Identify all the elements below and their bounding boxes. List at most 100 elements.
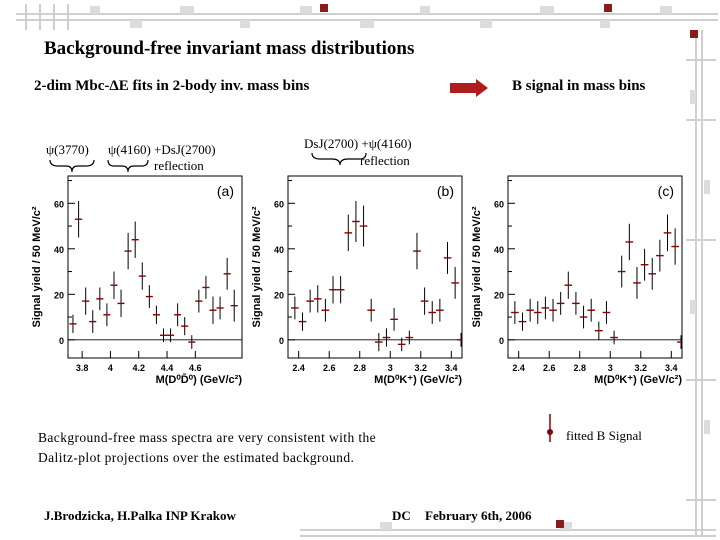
right-arrow-icon	[450, 79, 488, 97]
data-point	[181, 317, 189, 336]
data-point	[298, 312, 307, 331]
footer-dc: DC	[392, 508, 411, 523]
annotation-braces	[49, 152, 367, 173]
x-tick-label: 3.4	[445, 363, 458, 373]
data-point	[420, 287, 429, 315]
data-point	[359, 205, 368, 247]
data-point	[321, 298, 330, 322]
x-tick-label: 2.8	[573, 363, 586, 373]
data-point	[579, 305, 588, 329]
data-point	[336, 276, 345, 304]
data-point	[564, 271, 573, 299]
x-tick-label: 4.2	[132, 363, 145, 373]
data-point	[223, 257, 231, 290]
y-tick-label: 0	[279, 336, 284, 346]
x-tick-label: 4	[108, 363, 113, 373]
panel-label: (b)	[437, 183, 454, 199]
x-tick-label: 2.4	[512, 363, 525, 373]
chart-panel-c: 0 20 40 60 2.4 2.6 2.8 3 3.2 3.4M(D⁰K⁺) (GeV/c²) S…	[471, 175, 683, 386]
y-tick-label: 20	[54, 290, 64, 300]
data-point	[103, 303, 111, 327]
data-point	[131, 221, 139, 258]
data-point	[526, 298, 534, 322]
data-point	[230, 289, 238, 322]
data-point	[640, 248, 649, 281]
data-point	[367, 298, 375, 322]
data-point	[202, 276, 210, 299]
data-point	[390, 307, 398, 331]
data-point	[648, 257, 657, 290]
x-tick-label: 4.4	[161, 363, 174, 373]
data-point	[216, 296, 224, 320]
y-tick-label: 40	[494, 245, 504, 255]
x-axis-label: M(D⁰K⁺) (GeV/c²)	[594, 374, 682, 386]
y-tick-label: 0	[499, 336, 504, 346]
brace-psi4160	[107, 159, 149, 173]
x-tick-label: 2.8	[353, 363, 366, 373]
y-tick-label: 0	[59, 336, 64, 346]
x-tick-label: 3.8	[76, 363, 89, 373]
y-tick-label: 40	[274, 245, 284, 255]
right-accent-block	[690, 30, 698, 38]
data-point	[671, 228, 679, 265]
data-point	[174, 303, 182, 327]
panel-label: (a)	[217, 183, 234, 199]
slide-title: Background-free invariant mass distribut…	[44, 38, 415, 59]
bottom-accent-block	[556, 520, 564, 528]
data-point	[313, 285, 322, 313]
data-point	[549, 298, 557, 322]
y-axis-label: Signal yield / 50 MeV/c²	[471, 206, 483, 327]
data-point	[572, 292, 580, 315]
y-tick-label: 60	[274, 199, 284, 209]
y-axis-label: Signal yield / 50 MeV/c²	[251, 206, 263, 327]
top-blocks	[90, 6, 672, 28]
data-point	[352, 201, 360, 242]
x-tick-label: 3	[388, 363, 393, 373]
x-tick-label: 3.2	[635, 363, 648, 373]
annotation-psi4160-dsj: ψ(4160) +DsJ(2700)	[108, 142, 216, 157]
data-point	[382, 328, 391, 347]
y-tick-label: 60	[494, 199, 504, 209]
x-tick-label: 2.6	[543, 363, 556, 373]
data-point	[82, 287, 90, 315]
subtitle-right: B signal in mass bins	[512, 78, 646, 94]
x-tick-label: 3.2	[415, 363, 428, 373]
x-axis-label: M(D⁰D̄⁰) (GeV/c²)	[156, 374, 243, 386]
y-axis-label: Signal yield / 50 MeV/c²	[31, 206, 43, 327]
data-point	[159, 328, 168, 343]
y-tick-label: 20	[494, 290, 504, 300]
data-point	[511, 301, 519, 324]
x-tick-label: 2.4	[292, 363, 305, 373]
data-point	[677, 335, 682, 349]
data-point	[96, 287, 104, 311]
legend-marker-icon	[547, 414, 553, 442]
annotation-reflection-a: reflection	[154, 158, 204, 173]
data-point	[602, 301, 611, 324]
plot-frame	[67, 175, 243, 359]
arrow-shape	[450, 79, 488, 97]
data-point	[663, 214, 672, 252]
data-point	[656, 239, 664, 272]
data-point	[443, 241, 452, 274]
chart-panel-a: 0 20 40 60 3.8 4 4.2 4.4 4.6M(D⁰D̄⁰) (GeV/c²) Sig…	[31, 175, 243, 386]
data-point	[152, 305, 160, 324]
bottom-blocks	[380, 522, 572, 530]
top-accent-blocks	[320, 4, 612, 12]
y-tick-label: 20	[274, 290, 284, 300]
data-point	[188, 335, 196, 349]
data-point	[518, 312, 527, 331]
data-point	[75, 201, 83, 238]
bottom-grid-lines	[300, 529, 716, 537]
annotation-psi3770: ψ(3770)	[46, 142, 89, 157]
right-blocks	[690, 90, 710, 434]
data-point	[595, 321, 603, 340]
data-point	[110, 271, 118, 299]
data-point	[451, 267, 459, 299]
data-point	[625, 223, 634, 261]
data-point	[138, 262, 146, 290]
x-tick-label: 3.4	[665, 363, 678, 373]
caption-text: Background-free mass spectra are very co…	[38, 430, 377, 465]
data-point	[541, 296, 550, 320]
chart-panel-b: 0 20 40 60 2.4 2.6 2.8 3 3.2 3.4M(D⁰K⁺) (GeV/c²) S…	[251, 175, 463, 386]
